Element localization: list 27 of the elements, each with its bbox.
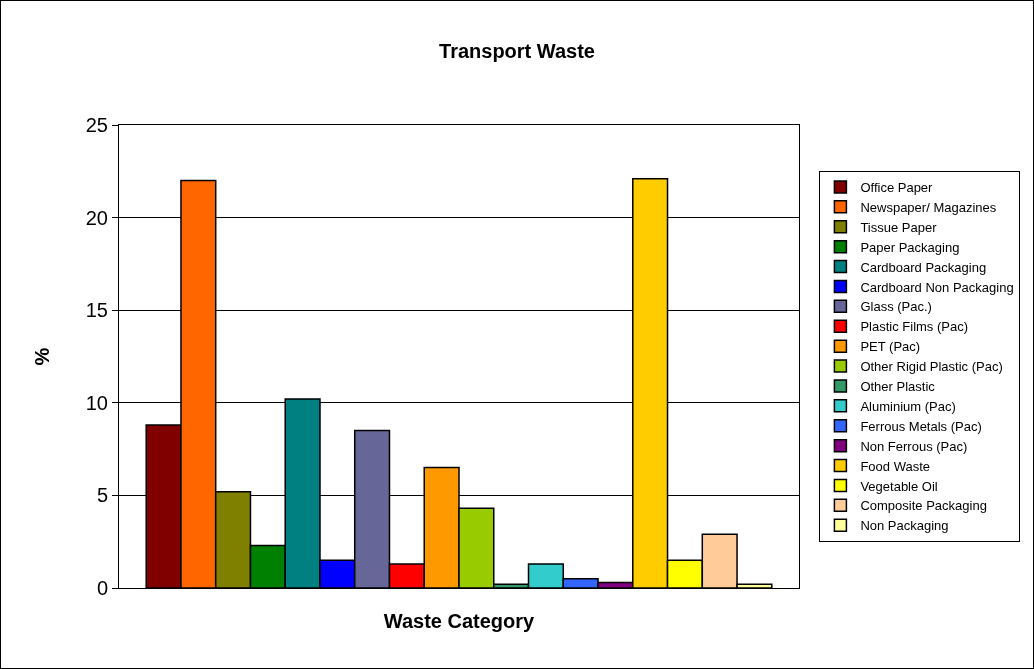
y-tick-label: 15 (85, 299, 108, 322)
legend-label: Food Waste (860, 458, 931, 474)
y-axis-title: % (31, 347, 54, 366)
legend-label: Tissue Paper (860, 219, 938, 235)
y-tick-label: 20 (85, 206, 108, 229)
legend-label: Paper Packaging (860, 239, 960, 255)
legend-label: Aluminium (Pac) (860, 398, 956, 414)
legend-label: Other Plastic (860, 379, 936, 395)
legend-label: Non Packaging (860, 518, 949, 534)
x-axis-title: Waste Category (383, 609, 536, 632)
y-tick-label: 25 (85, 114, 108, 136)
legend-label: Cardboard Packaging (860, 259, 987, 275)
legend-label: Other Rigid Plastic (Pac) (860, 359, 1003, 375)
legend-label: Ferrous Metals (Pac) (860, 418, 982, 434)
legend-label: Non Ferrous (Pac) (860, 438, 968, 454)
legend-label: Cardboard Non Packaging (860, 279, 1014, 295)
legend-label: PET (Pac) (860, 339, 921, 355)
legend-label: Newspaper/ Magazines (860, 199, 997, 215)
legend-label: Vegetable Oil (860, 478, 938, 494)
y-tick-label: 0 (96, 577, 108, 599)
legend-label: Plastic Films (Pac) (860, 319, 969, 335)
chart-title: Transport Waste (439, 40, 595, 63)
y-tick-label: 5 (96, 484, 108, 507)
legend-label: Office Paper (860, 180, 934, 196)
legend-label: Composite Packaging (860, 498, 987, 514)
y-tick-label: 10 (85, 391, 108, 414)
legend-label: Glass (Pac.) (860, 299, 932, 315)
